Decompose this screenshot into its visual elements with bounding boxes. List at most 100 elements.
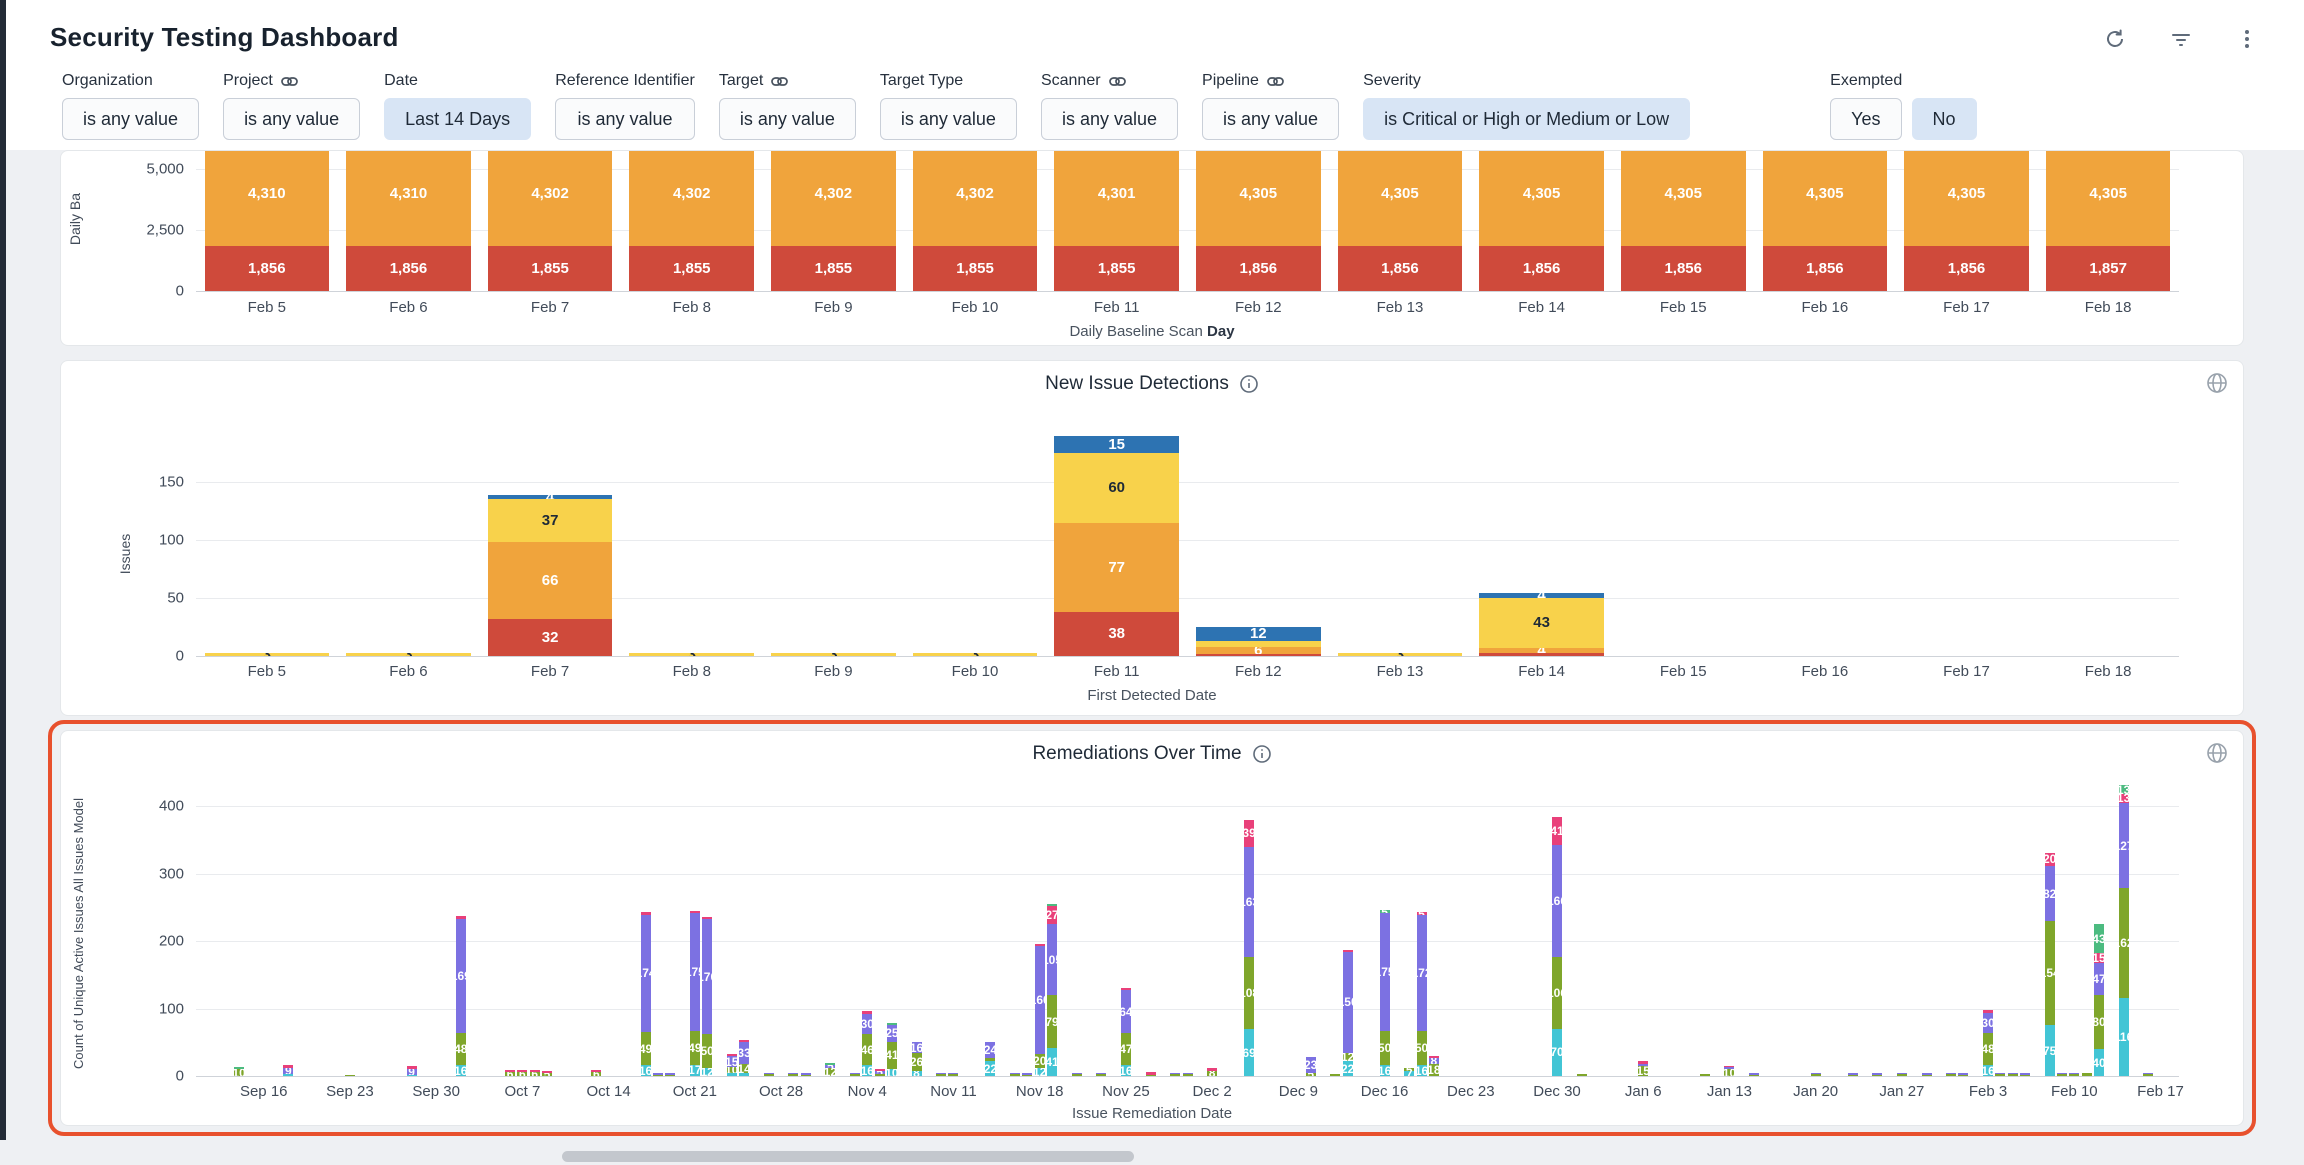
bar-remediation[interactable]: 16 47 64 [1120,987,1131,1076]
bar-daily-baseline[interactable]: 4,310 1,856 [196,151,338,291]
bar-remediation[interactable] [665,1072,676,1076]
bar-daily-baseline[interactable]: 4,305 1,856 [1187,151,1329,291]
info-icon[interactable] [1239,374,1259,394]
bar-new-issues[interactable]: 4434 [1471,593,1613,656]
bar-remediation[interactable]: 417910527 [1047,903,1057,1076]
bar-remediation[interactable]: 6 [591,1069,602,1076]
bar-remediation[interactable]: 6 [529,1069,540,1076]
bar-new-issues[interactable]: 3 [621,652,763,656]
bar-daily-baseline[interactable]: 4,302 1,855 [479,151,621,291]
bar-remediation[interactable]: 8 [1207,1067,1218,1076]
bar-remediation[interactable]: 75 [1404,1067,1415,1076]
filter-icon[interactable] [2168,26,2194,52]
bar-remediation[interactable]: 22 24 [985,1042,996,1076]
bar-remediation[interactable]: 1649174 [640,912,651,1076]
bar-remediation[interactable]: 9 [283,1065,294,1076]
bar-new-issues[interactable]: 3 [338,652,480,656]
bar-remediation[interactable] [1921,1073,1932,1076]
bar-remediation[interactable] [1699,1073,1710,1076]
bar-remediation[interactable]: 1250170 [702,917,713,1076]
bar-remediation[interactable]: 523 [1305,1057,1316,1076]
bar-remediation[interactable] [1330,1073,1341,1076]
bar-remediation[interactable] [763,1072,774,1076]
bar-remediation[interactable] [1847,1073,1858,1076]
bar-remediation[interactable] [1576,1073,1587,1076]
bar-new-issues[interactable]: 3 [904,652,1046,656]
bar-remediation[interactable] [1096,1072,1107,1076]
filter-value-button[interactable]: is Critical or High or Medium or Low [1363,98,1691,140]
kebab-menu-icon[interactable] [2234,26,2260,52]
filter-value-button[interactable]: is any value [718,98,856,140]
bar-new-issues[interactable]: 3 [763,652,905,656]
exempted-yes-button[interactable]: Yes [1830,98,1902,140]
bar-daily-baseline[interactable]: 4,305 1,856 [1329,151,1471,291]
globe-icon[interactable] [2205,741,2229,765]
bar-remediation[interactable] [2069,1072,2080,1076]
bar-remediation[interactable] [1749,1073,1760,1076]
bar-remediation[interactable]: 14 33 [739,1039,750,1076]
bar-daily-baseline[interactable]: 4,305 1,857 [2037,151,2179,291]
bar-remediation[interactable] [800,1072,811,1076]
bar-remediation[interactable]: 1161621271313 [2118,785,2129,1076]
bar-remediation[interactable] [1810,1072,1821,1076]
bar-remediation[interactable] [1896,1072,1907,1076]
bar-remediation[interactable]: 125 [825,1062,836,1076]
bar-remediation[interactable]: 40 80 47 15 43 [2093,924,2104,1076]
bar-remediation[interactable]: 7010616641 [1552,817,1562,1076]
refresh-icon[interactable] [2102,26,2128,52]
bar-remediation[interactable]: 10 [1724,1065,1735,1076]
bar-remediation[interactable]: 6910816339 [1244,820,1255,1076]
bar-remediation[interactable] [344,1074,355,1076]
bar-remediation[interactable] [849,1072,860,1076]
horizontal-scrollbar[interactable] [562,1151,1134,1162]
bar-remediation[interactable] [788,1072,799,1076]
bar-new-issues[interactable]: 4376632 [479,494,621,656]
bar-remediation[interactable] [1010,1072,1021,1076]
filter-value-button[interactable]: is any value [1202,98,1340,140]
filter-value-button[interactable]: is any value [223,98,361,140]
bar-remediation[interactable]: 5 [874,1069,885,1076]
bar-remediation[interactable]: 16501725 [1416,911,1427,1076]
bar-daily-baseline[interactable]: 4,302 1,855 [621,151,763,291]
bar-new-issues[interactable]: 3 [196,652,338,656]
bar-daily-baseline[interactable]: 4,305 1,856 [1754,151,1896,291]
bar-remediation[interactable]: 1220160 [1034,943,1045,1076]
bar-remediation[interactable] [2020,1073,2031,1076]
bar-remediation[interactable]: 16 48 30 [1983,1009,1994,1076]
bar-remediation[interactable]: 104125 [886,1022,897,1076]
bar-remediation[interactable] [1170,1072,1181,1076]
bar-remediation[interactable]: 6 [505,1069,516,1076]
bar-remediation[interactable]: 82616 [911,1042,922,1076]
bar-daily-baseline[interactable]: 4,310 1,856 [338,151,480,291]
bar-remediation[interactable]: 5 [542,1070,553,1076]
bar-remediation[interactable]: 2212150 [1342,950,1353,1076]
filter-value-button[interactable]: is any value [555,98,695,140]
bar-remediation[interactable] [652,1072,663,1076]
bar-remediation[interactable]: 16501755 [1379,909,1390,1076]
bar-remediation[interactable] [2143,1072,2154,1076]
filter-value-button[interactable]: is any value [879,98,1017,140]
bar-remediation[interactable] [948,1072,959,1076]
bar-daily-baseline[interactable]: 4,305 1,856 [1471,151,1613,291]
bar-remediation[interactable]: 16 46 30 [862,1011,873,1076]
bar-daily-baseline[interactable]: 4,305 1,856 [1896,151,2038,291]
bar-remediation[interactable]: 9 [406,1065,417,1076]
exempted-no-button[interactable]: No [1911,98,1977,140]
bar-remediation[interactable] [936,1072,947,1076]
bar-remediation[interactable]: 6 [517,1069,528,1076]
globe-icon[interactable] [2205,371,2229,395]
bar-remediation[interactable] [1145,1071,1156,1076]
bar-remediation[interactable] [2081,1073,2092,1076]
bar-remediation[interactable]: 1749175 [689,911,700,1076]
info-icon[interactable] [1252,744,1272,764]
filter-value-button[interactable]: is any value [1040,98,1179,140]
bar-remediation[interactable]: 188 [1428,1055,1439,1076]
bar-remediation[interactable] [1958,1073,1969,1076]
bar-daily-baseline[interactable]: 4,305 1,856 [1612,151,1754,291]
bar-remediation[interactable] [1022,1072,1033,1076]
bar-remediation[interactable]: 1015 [726,1054,737,1076]
bar-remediation[interactable] [1995,1072,2006,1076]
bar-remediation[interactable]: 10 [234,1067,245,1076]
bar-remediation[interactable] [2056,1072,2067,1076]
bar-remediation[interactable]: 751548220 [2044,852,2055,1076]
